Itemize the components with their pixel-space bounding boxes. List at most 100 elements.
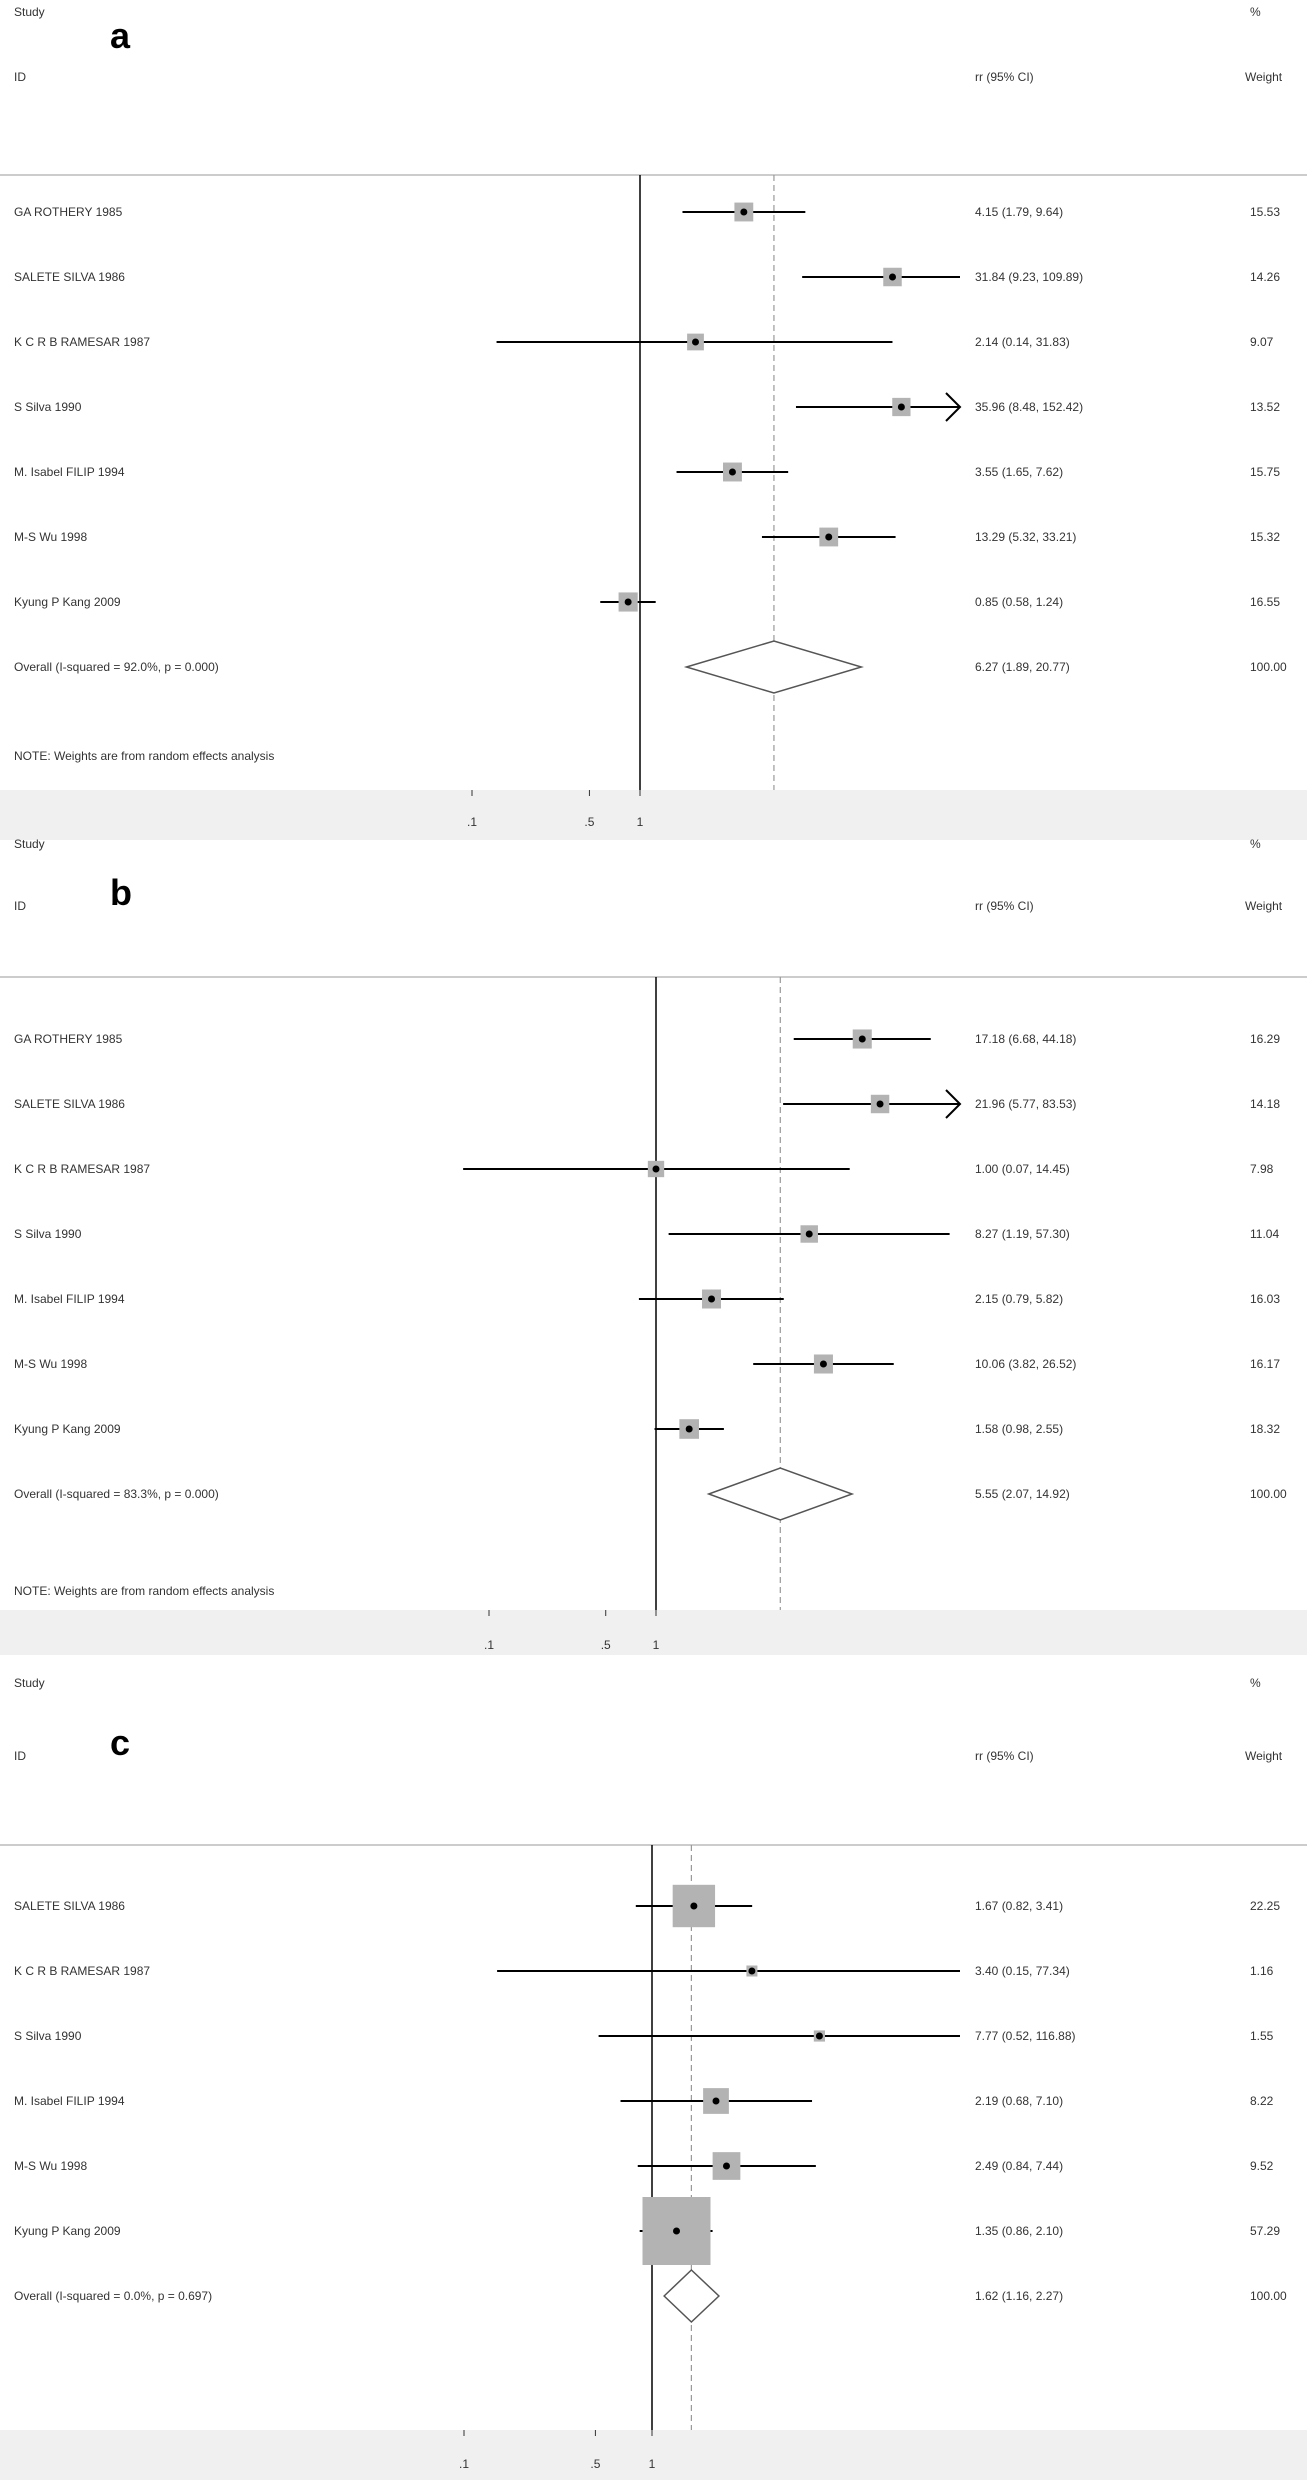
point-estimate — [819, 1360, 827, 1368]
study-ci-text: 2.14 (0.14, 31.83) — [975, 335, 1070, 349]
study-ci-text: 21.96 (5.77, 83.53) — [975, 1097, 1076, 1111]
overall-weight: 100.00 — [1250, 1487, 1287, 1501]
study-label: M-S Wu 1998 — [14, 1357, 87, 1371]
header-effect: rr (95% CI) — [975, 70, 1034, 84]
point-estimate — [740, 208, 748, 216]
header-percent: % — [1250, 1676, 1261, 1690]
point-estimate — [888, 273, 896, 281]
study-label: Kyung P Kang 2009 — [14, 1422, 121, 1436]
study-ci-text: 3.55 (1.65, 7.62) — [975, 465, 1063, 479]
forest-panel-c: Study ID% rr (95% CI) Weight c .1 .5 1 SALETE SI… — [0, 1676, 1307, 2480]
study-row: M-S Wu 1998 13.29 (5.32, 33.21) 15.32 — [14, 527, 1280, 547]
ci-arrow — [945, 1089, 962, 1119]
study-row: GA ROTHERY 1985 4.15 (1.79, 9.64) 15.53 — [14, 202, 1280, 222]
study-ci-text: 3.40 (0.15, 77.34) — [975, 1964, 1070, 1978]
axis-band — [0, 790, 1307, 840]
study-weight: 14.18 — [1250, 1097, 1280, 1111]
study-label: S Silva 1990 — [14, 1227, 82, 1241]
study-ci-text: 7.77 (0.52, 116.88) — [975, 2029, 1076, 2043]
study-ci-text: 2.49 (0.84, 7.44) — [975, 2159, 1063, 2173]
study-row: K C R B RAMESAR 1987 3.40 (0.15, 77.34) 1.… — [14, 1964, 1274, 1978]
note-text: NOTE: Weights are from random effects an… — [14, 1584, 274, 1598]
point-estimate — [728, 468, 736, 476]
overall-row: Overall (I-squared = 0.0%, p = 0.697) 1.6… — [14, 2268, 1287, 2324]
axis-tick-label: .5 — [601, 1638, 611, 1652]
study-ci-text: 2.19 (0.68, 7.10) — [975, 2094, 1063, 2108]
study-row: S Silva 1990 7.77 (0.52, 116.88) 1.55 — [14, 2029, 1274, 2043]
study-label: M-S Wu 1998 — [14, 2159, 87, 2173]
study-ci-text: 35.96 (8.48, 152.42) — [975, 400, 1083, 414]
study-label: K C R B RAMESAR 1987 — [14, 1964, 150, 1978]
study-weight: 15.32 — [1250, 530, 1280, 544]
overall-diamond — [683, 640, 864, 694]
point-estimate — [652, 1165, 660, 1173]
overall-weight: 100.00 — [1250, 2289, 1287, 2303]
study-row: M-S Wu 1998 2.49 (0.84, 7.44) 9.52 — [14, 2152, 1274, 2180]
panel-label: b — [110, 872, 132, 913]
overall-weight: 100.00 — [1250, 660, 1287, 674]
header-id: ID — [14, 1749, 26, 1763]
header-study: Study — [14, 837, 45, 851]
study-ci-text: 8.27 (1.19, 57.30) — [975, 1227, 1070, 1241]
study-label: M-S Wu 1998 — [14, 530, 87, 544]
point-estimate — [876, 1100, 884, 1108]
overall-row: Overall (I-squared = 92.0%, p = 0.000) 6.… — [14, 640, 1287, 694]
axis-tick-label: .1 — [484, 1638, 494, 1652]
study-label: K C R B RAMESAR 1987 — [14, 1162, 150, 1176]
header-percent: % — [1250, 5, 1261, 19]
study-weight: 18.32 — [1250, 1422, 1280, 1436]
axis-tick-label: 1 — [653, 1638, 660, 1652]
point-estimate — [690, 1902, 698, 1910]
study-label: SALETE SILVA 1986 — [14, 1899, 125, 1913]
study-weight: 9.52 — [1250, 2159, 1274, 2173]
axis-tick-label: .5 — [584, 815, 594, 829]
study-label: GA ROTHERY 1985 — [14, 1032, 123, 1046]
point-estimate — [748, 1967, 756, 1975]
study-row: K C R B RAMESAR 1987 2.14 (0.14, 31.83) 9.… — [14, 333, 1274, 351]
forest-panel-b: Study ID% rr (95% CI) Weight b .1 .5 1 GA ROTHER… — [0, 837, 1307, 1655]
axis-tick-label: .5 — [590, 2457, 600, 2471]
point-estimate — [685, 1425, 693, 1433]
study-weight: 15.75 — [1250, 465, 1280, 479]
header-study: Study — [14, 5, 45, 19]
point-estimate — [673, 2227, 681, 2235]
study-weight: 15.53 — [1250, 205, 1280, 219]
study-label: S Silva 1990 — [14, 400, 82, 414]
study-ci-text: 13.29 (5.32, 33.21) — [975, 530, 1076, 544]
study-label: GA ROTHERY 1985 — [14, 205, 123, 219]
forest-panel-a: Study ID% rr (95% CI) Weight a .1 .5 1 GA ROTHER… — [0, 5, 1307, 840]
header-percent: % — [1250, 837, 1261, 851]
overall-label: Overall (I-squared = 83.3%, p = 0.000) — [14, 1487, 219, 1501]
study-weight: 22.25 — [1250, 1899, 1280, 1913]
study-ci-text: 1.58 (0.98, 2.55) — [975, 1422, 1063, 1436]
study-weight: 14.26 — [1250, 270, 1280, 284]
study-ci-text: 1.00 (0.07, 14.45) — [975, 1162, 1070, 1176]
study-row: M. Isabel FILIP 1994 3.55 (1.65, 7.62) 15.… — [14, 462, 1280, 482]
point-estimate — [722, 2162, 730, 2170]
header-weight: Weight — [1245, 70, 1283, 84]
study-row: SALETE SILVA 1986 21.96 (5.77, 83.53) 14.1… — [14, 1089, 1280, 1119]
study-label: K C R B RAMESAR 1987 — [14, 335, 150, 349]
point-estimate — [897, 403, 905, 411]
point-estimate — [624, 598, 632, 606]
study-row: SALETE SILVA 1986 31.84 (9.23, 109.89) 14.… — [14, 267, 1280, 287]
study-weight: 16.29 — [1250, 1032, 1280, 1046]
study-weight: 16.03 — [1250, 1292, 1280, 1306]
overall-diamond — [663, 2268, 721, 2324]
study-label: M. Isabel FILIP 1994 — [14, 1292, 125, 1306]
study-row: M. Isabel FILIP 1994 2.15 (0.79, 5.82) 16.… — [14, 1289, 1280, 1309]
study-ci-text: 2.15 (0.79, 5.82) — [975, 1292, 1063, 1306]
study-weight: 1.16 — [1250, 1964, 1274, 1978]
study-label: M. Isabel FILIP 1994 — [14, 465, 125, 479]
study-row: SALETE SILVA 1986 1.67 (0.82, 3.41) 22.25 — [14, 1884, 1280, 1928]
study-weight: 11.04 — [1250, 1227, 1279, 1241]
study-ci-text: 1.35 (0.86, 2.10) — [975, 2224, 1063, 2238]
header-effect: rr (95% CI) — [975, 899, 1034, 913]
axis-tick-label: 1 — [637, 815, 644, 829]
study-weight: 13.52 — [1250, 400, 1280, 414]
point-estimate — [708, 1295, 716, 1303]
header-study: Study — [14, 1676, 45, 1690]
study-ci-text: 1.67 (0.82, 3.41) — [975, 1899, 1063, 1913]
study-weight: 16.17 — [1250, 1357, 1280, 1371]
